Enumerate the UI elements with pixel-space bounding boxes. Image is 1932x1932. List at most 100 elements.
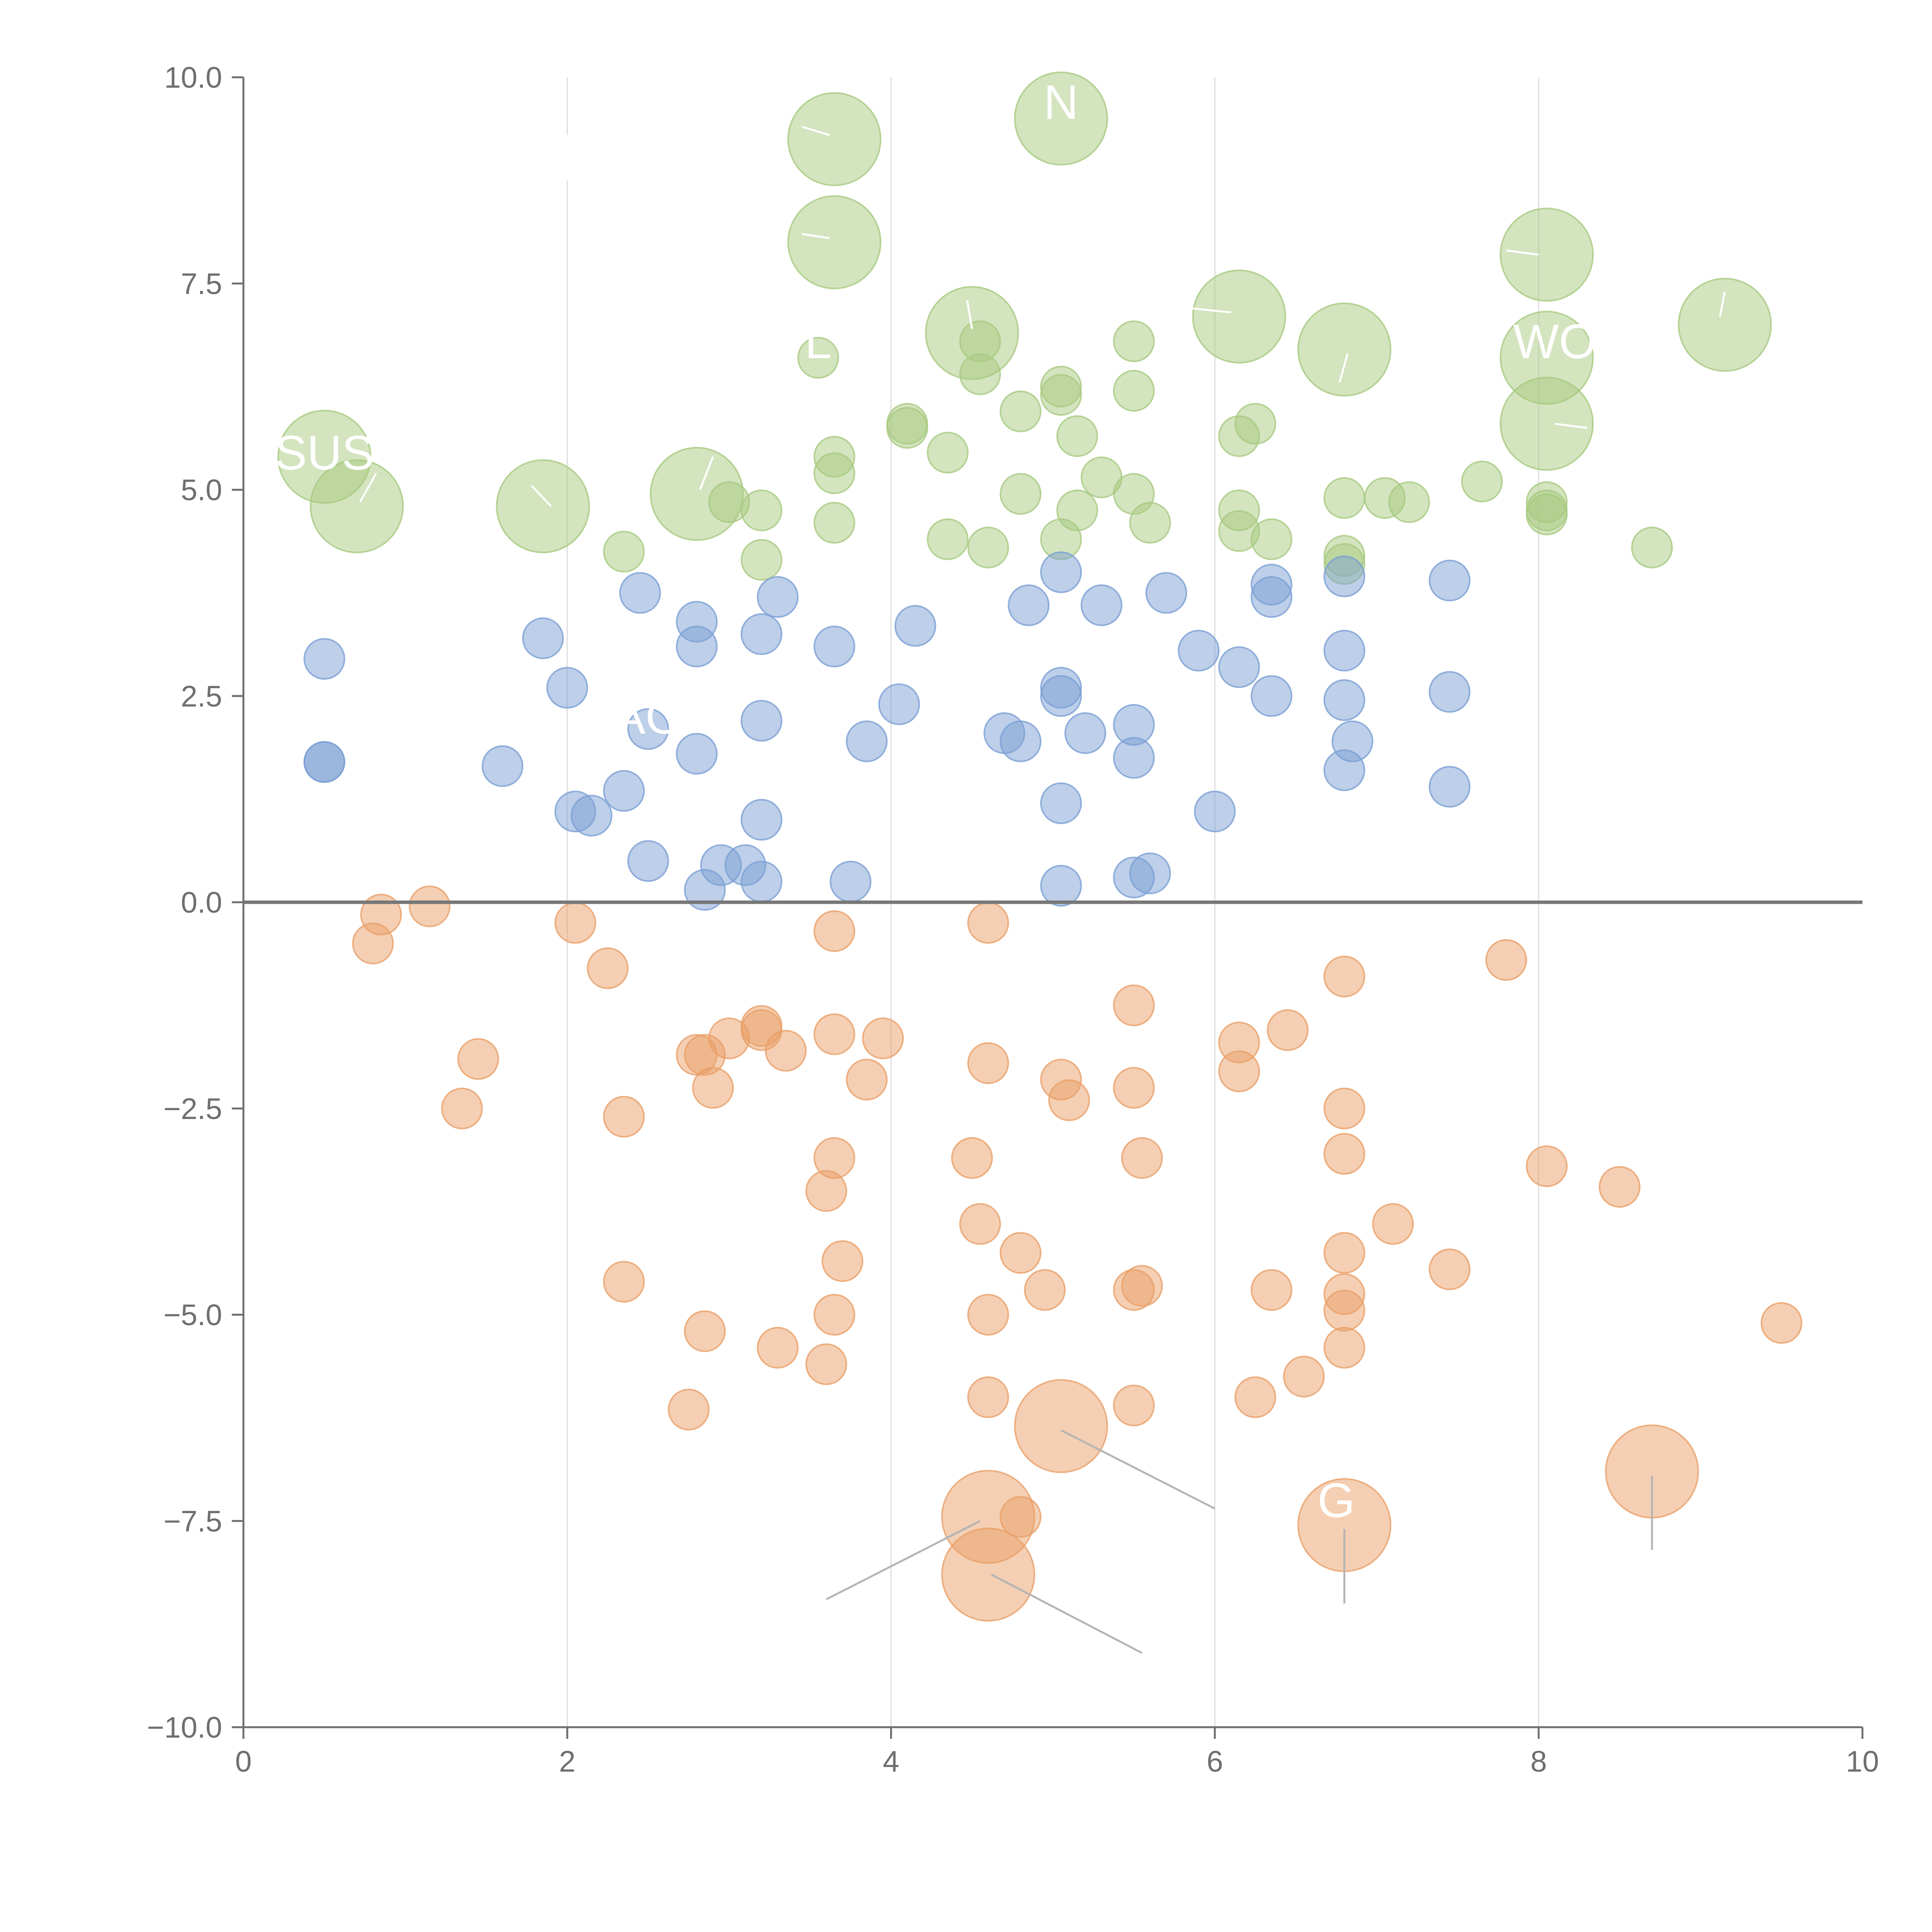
leader-line (1338, 353, 1349, 383)
y-tick-label: 2.5 (181, 680, 222, 713)
data-point (1323, 1327, 1366, 1369)
data-point (1113, 1384, 1155, 1427)
data-point (1234, 403, 1276, 445)
data-point (668, 1389, 710, 1431)
data-point (740, 700, 782, 742)
data-point (813, 452, 855, 494)
x-axis-ticks: 0 2 4 6 8 10 (235, 1727, 1879, 1778)
leader-line (1719, 291, 1726, 317)
y-tick-label: −7.5 (163, 1505, 222, 1538)
x-tick-label: 0 (235, 1745, 252, 1778)
leader-line (1060, 1429, 1216, 1510)
data-point (787, 92, 881, 186)
data-point (1040, 865, 1082, 907)
data-point (951, 1137, 993, 1179)
data-point (797, 337, 839, 379)
data-point (546, 667, 588, 709)
data-point (1000, 473, 1042, 515)
data-point (1250, 675, 1293, 717)
data-point (1429, 766, 1471, 808)
data-point (894, 605, 936, 647)
data-point (1024, 1269, 1066, 1311)
data-point (1250, 518, 1293, 560)
data-point (967, 902, 1009, 944)
data-point (830, 861, 872, 903)
data-point (1332, 720, 1374, 762)
series-middle (303, 551, 1471, 911)
x-tick-label: 10 (1846, 1745, 1879, 1778)
data-point (1631, 526, 1673, 568)
data-point (927, 518, 969, 560)
data-point (740, 861, 782, 903)
data-point (1218, 1050, 1260, 1092)
data-point (967, 1294, 1009, 1336)
data-point (481, 745, 524, 787)
data-point (1323, 629, 1366, 672)
data-point (813, 1294, 855, 1336)
data-point (967, 1042, 1009, 1084)
data-point (1297, 302, 1391, 397)
data-point (813, 502, 855, 544)
data-point (1048, 1079, 1090, 1121)
data-point (740, 489, 782, 531)
leader-line (826, 1520, 981, 1600)
leader-line (991, 1573, 1143, 1654)
data-point (1178, 629, 1220, 672)
data-point (1040, 551, 1082, 593)
series-bottom (352, 885, 1803, 1622)
data-point (408, 885, 451, 927)
data-point (757, 576, 799, 618)
data-point (1250, 576, 1293, 618)
data-point (813, 1013, 855, 1055)
x-tick-label: 8 (1531, 1745, 1547, 1778)
data-point (303, 741, 345, 783)
y-tick-label: −5.0 (163, 1299, 222, 1332)
data-point (570, 794, 612, 837)
y-tick-label: −2.5 (163, 1092, 222, 1126)
data-point (627, 708, 669, 750)
data-point (676, 626, 718, 668)
data-point (846, 720, 888, 762)
data-point (878, 683, 920, 725)
data-point (676, 733, 718, 775)
leader-line (1190, 307, 1231, 313)
data-point (1429, 560, 1471, 602)
bubble-label: N (1044, 76, 1078, 129)
data-point (1760, 1302, 1803, 1344)
bubble-label: WO (1513, 315, 1596, 369)
data-point (967, 1376, 1009, 1418)
leader-line (802, 233, 830, 239)
data-point (1323, 1087, 1366, 1129)
data-point (846, 1059, 888, 1101)
data-point (603, 1261, 645, 1303)
data-point (765, 1030, 807, 1072)
data-point (1000, 720, 1042, 762)
data-point (303, 638, 345, 680)
data-point (1218, 646, 1260, 688)
data-point (1323, 477, 1366, 519)
data-point (1323, 555, 1366, 597)
data-point (1121, 1265, 1163, 1307)
data-point (740, 539, 782, 581)
data-point (522, 617, 564, 659)
data-point (1014, 71, 1108, 166)
series-top (277, 71, 1772, 585)
data-point (927, 432, 969, 474)
data-point (1129, 852, 1171, 895)
data-point (886, 407, 928, 449)
bubble-label: SUS (275, 426, 374, 480)
data-point (1323, 1133, 1366, 1175)
data-point (1113, 1067, 1155, 1109)
data-point (967, 526, 1009, 568)
label-leader-lines (359, 126, 1726, 1654)
data-point (740, 799, 782, 841)
leader-line (1506, 249, 1539, 256)
data-point (441, 1087, 483, 1129)
data-point (619, 572, 661, 614)
data-point (1000, 390, 1042, 432)
data-point (1129, 502, 1171, 544)
data-point (496, 459, 590, 553)
bubble-label: L (805, 315, 832, 369)
data-point (959, 1203, 1001, 1245)
data-point (941, 1527, 1035, 1622)
